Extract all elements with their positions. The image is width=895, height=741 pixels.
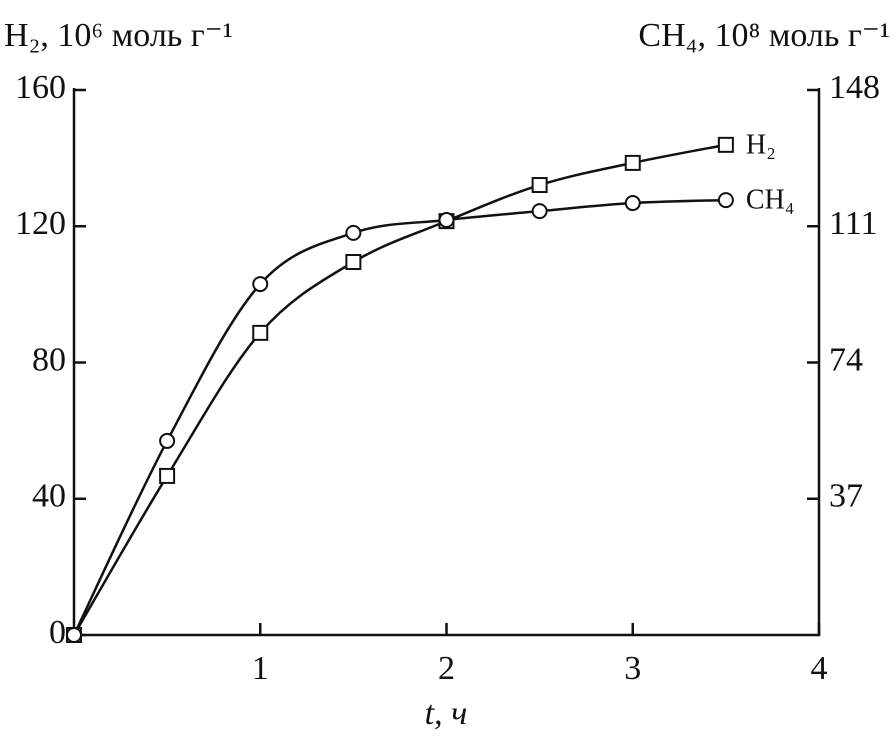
series-line xyxy=(72,143,727,636)
legend-label: CH₄ xyxy=(746,185,795,216)
y-tick-label: 160 xyxy=(15,69,66,106)
marker xyxy=(252,276,269,293)
marker xyxy=(531,203,548,220)
marker xyxy=(345,224,362,241)
marker xyxy=(624,154,641,171)
marker xyxy=(717,136,734,153)
legend-label: H₂ xyxy=(746,129,776,160)
y2-tick-label: 74 xyxy=(829,341,863,378)
marker xyxy=(624,195,641,212)
y-tick-label: 80 xyxy=(32,341,66,378)
y2-tick-label: 37 xyxy=(829,478,863,515)
marker xyxy=(66,627,82,643)
y-tick-label: 40 xyxy=(32,478,66,515)
x-tick-label: 4 xyxy=(811,650,828,687)
y2-tick-label: 148 xyxy=(829,69,880,106)
x-axis-title: t, ч xyxy=(425,695,468,732)
y-axis-title: H₂, 10⁶ моль г⁻¹ xyxy=(4,17,233,54)
marker xyxy=(159,467,176,484)
marker xyxy=(159,432,176,449)
y2-axis-title: CH₄, 10⁸ моль г⁻¹ xyxy=(638,17,890,54)
x-tick-label: 1 xyxy=(252,650,269,687)
axis-frame xyxy=(72,88,821,637)
series-line xyxy=(72,198,726,636)
marker xyxy=(438,211,455,228)
x-tick-label: 2 xyxy=(438,650,455,687)
marker xyxy=(717,192,734,209)
marker xyxy=(345,254,362,271)
x-tick-label: 3 xyxy=(624,650,641,687)
y2-tick-label: 111 xyxy=(829,205,877,242)
y-tick-label: 0 xyxy=(49,614,66,651)
marker xyxy=(252,324,269,341)
marker xyxy=(531,177,548,194)
y-tick-label: 120 xyxy=(15,205,66,242)
